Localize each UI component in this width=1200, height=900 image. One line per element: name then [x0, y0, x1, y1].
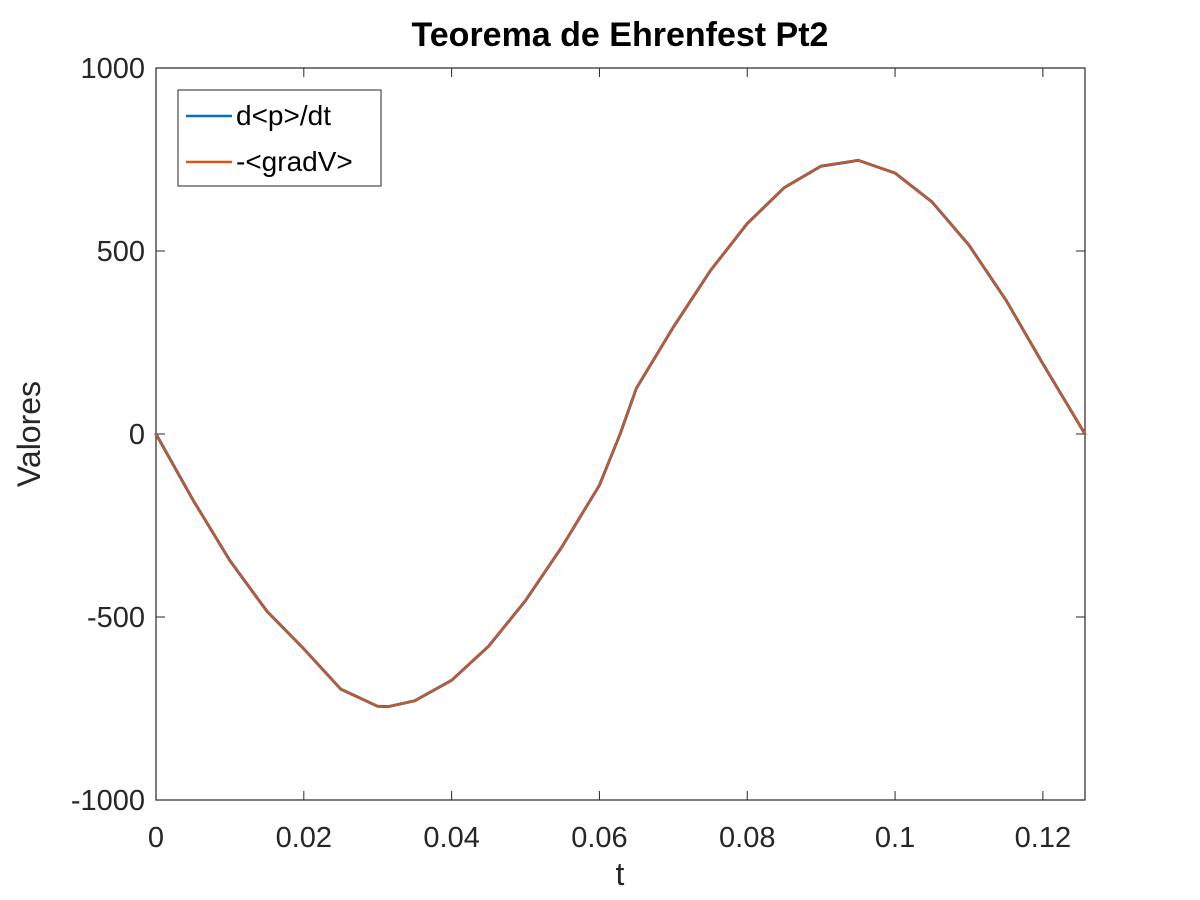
y-tick-labels: -1000 -500 0 500 1000: [71, 53, 145, 817]
x-tick-label: 0.02: [276, 822, 332, 854]
legend-label-dpdt: d<p>/dt: [236, 100, 331, 131]
x-tick-label: 0.1: [875, 822, 915, 854]
legend-label-gradv: -<gradV>: [236, 146, 353, 177]
legend: d<p>/dt -<gradV>: [177, 89, 382, 187]
x-tick-label: 0.12: [1015, 822, 1071, 854]
y-tick-label: 1000: [80, 53, 145, 85]
y-tick-label: 500: [97, 236, 145, 268]
legend-box: [177, 89, 382, 187]
chart-title: Teorema de Ehrenfest Pt2: [412, 16, 829, 54]
x-tick-label: 0.04: [423, 822, 479, 854]
plot-area: [154, 67, 1087, 801]
y-axis-label: Valores: [11, 381, 47, 487]
y-tick-label: 0: [129, 419, 145, 451]
series-line-1: [154, 159, 1087, 708]
axis-ticks: [155, 67, 1085, 801]
x-tick-label: 0.06: [571, 822, 627, 854]
series-lines: [154, 158, 1087, 709]
x-tick-label: 0: [148, 822, 164, 854]
y-tick-label: -500: [87, 602, 145, 634]
x-axis-label: t: [616, 856, 625, 892]
x-tick-labels: 0 0.02 0.04 0.06 0.08 0.1 0.12: [148, 822, 1071, 854]
y-tick-label: -1000: [71, 785, 145, 817]
x-tick-label: 0.08: [719, 822, 775, 854]
